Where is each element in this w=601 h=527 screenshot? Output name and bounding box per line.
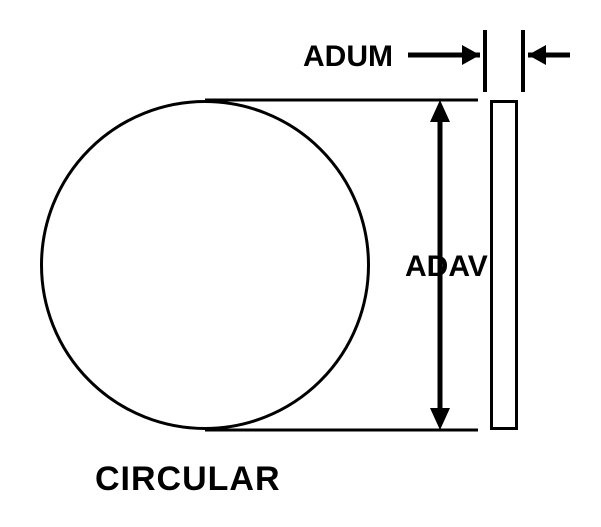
- side-view-rect: [490, 100, 518, 430]
- circular-shape: [40, 100, 370, 430]
- adum-arrow-right: [528, 45, 570, 65]
- title-label: CIRCULAR: [95, 460, 281, 499]
- adum-label: ADUM: [303, 40, 393, 74]
- adum-arrow-left: [408, 45, 480, 65]
- adav-label: ADAV: [405, 250, 488, 284]
- diagram-container: ADUM ADAV CIRCULAR: [0, 0, 601, 527]
